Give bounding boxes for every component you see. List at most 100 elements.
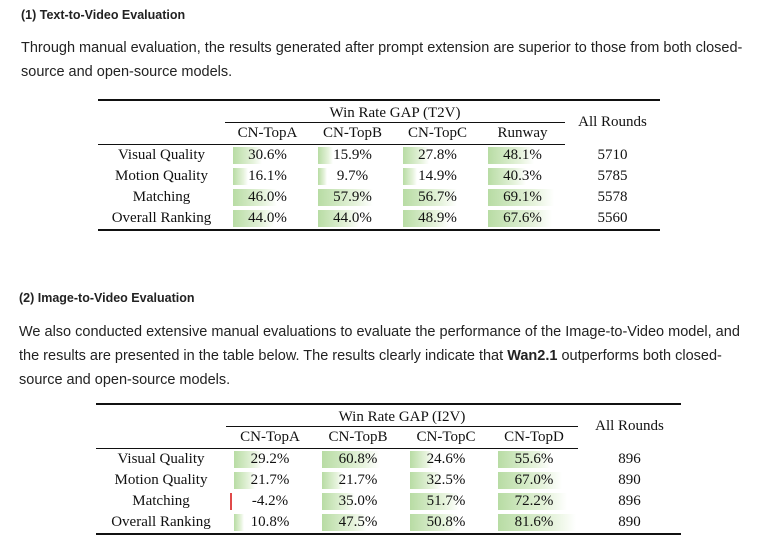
column-header: CN-TopB xyxy=(314,426,402,449)
win-rate-bar xyxy=(322,514,367,531)
row-label: Matching xyxy=(132,493,190,509)
win-rate-value: 27.8% xyxy=(418,147,457,163)
win-rate-value: 21.7% xyxy=(250,472,290,488)
win-rate-value: 57.9% xyxy=(333,189,372,205)
win-rate-bar xyxy=(498,472,562,489)
win-rate-group-header: Win Rate GAP (T2V) xyxy=(225,99,565,123)
t2v-results-table: Win Rate GAP (T2V) All Rounds CN-TopA CN… xyxy=(98,99,660,231)
table-row: Visual Quality 29.2% 60.8% 24.6% 55.6% 8… xyxy=(96,449,681,471)
win-rate-value: 56.7% xyxy=(418,189,457,205)
section2-heading: (2) Image-to-Video Evaluation xyxy=(19,291,195,305)
win-rate-bar xyxy=(322,472,343,489)
win-rate-value: 21.7% xyxy=(338,472,378,488)
win-rate-bar xyxy=(322,451,380,468)
column-header: CN-TopC xyxy=(402,426,490,449)
win-rate-bar xyxy=(230,493,232,510)
win-rate-value: 46.0% xyxy=(248,189,287,205)
win-rate-bar xyxy=(318,168,327,185)
win-rate-value: 35.0% xyxy=(338,493,378,509)
row-label: Visual Quality xyxy=(117,147,205,163)
win-rate-value: 32.5% xyxy=(426,472,466,488)
win-rate-cell: 69.1% xyxy=(480,187,565,208)
win-rate-cell: 47.5% xyxy=(314,512,402,535)
win-rate-value: 40.3% xyxy=(503,168,542,184)
win-rate-bar xyxy=(410,451,433,468)
model-name-highlight: Wan2.1 xyxy=(507,348,558,364)
win-rate-value: 47.5% xyxy=(338,514,378,530)
win-rate-value: 44.0% xyxy=(248,210,287,226)
win-rate-value: 67.6% xyxy=(503,210,542,226)
win-rate-bar xyxy=(234,514,244,531)
all-rounds-value: 890 xyxy=(578,512,681,535)
win-rate-value: 14.9% xyxy=(418,168,457,184)
win-rate-cell: 10.8% xyxy=(226,512,314,535)
win-rate-bar xyxy=(498,514,576,531)
row-label: Motion Quality xyxy=(115,168,208,184)
win-rate-cell: 27.8% xyxy=(395,145,480,167)
win-rate-bar xyxy=(233,189,277,206)
win-rate-value: 51.7% xyxy=(426,493,466,509)
win-rate-bar xyxy=(488,189,554,206)
table-row: Visual Quality 30.6% 15.9% 27.8% 48.1% 5… xyxy=(98,145,660,167)
section1-heading: (1) Text-to-Video Evaluation xyxy=(21,8,186,22)
row-label: Motion Quality xyxy=(114,472,208,488)
table-row: Motion Quality 21.7% 21.7% 32.5% 67.0% 8… xyxy=(96,470,681,491)
win-rate-bar xyxy=(488,210,552,227)
win-rate-value: 24.6% xyxy=(426,451,466,467)
win-rate-cell: 24.6% xyxy=(402,449,490,471)
win-rate-cell: 72.2% xyxy=(490,491,578,512)
row-label: Matching xyxy=(132,189,191,205)
table-row: Matching -4.2% 35.0% 51.7% 72.2% 896 xyxy=(96,491,681,512)
win-rate-cell: 21.7% xyxy=(226,470,314,491)
win-rate-value: 9.7% xyxy=(336,168,369,184)
corner-cell xyxy=(96,403,226,427)
win-rate-value: 10.8% xyxy=(250,514,290,530)
win-rate-cell: 44.0% xyxy=(310,208,395,231)
win-rate-bar xyxy=(233,168,248,185)
win-rate-bar xyxy=(318,189,373,206)
all-rounds-value: 5710 xyxy=(597,146,628,163)
win-rate-bar xyxy=(403,168,417,185)
all-rounds-value: 5785 xyxy=(597,168,628,184)
win-rate-group-header: Win Rate GAP (I2V) xyxy=(226,403,578,427)
column-header: CN-TopA xyxy=(226,426,314,449)
win-rate-value: 72.2% xyxy=(514,493,554,509)
all-rounds-header: All Rounds xyxy=(565,99,660,145)
win-rate-bar xyxy=(318,210,360,227)
win-rate-bar xyxy=(498,493,567,510)
row-label-header xyxy=(98,122,225,145)
all-rounds-value: 5560 xyxy=(565,208,660,231)
table-row: Motion Quality 16.1% 9.7% 14.9% 40.3% 57… xyxy=(98,166,660,187)
table-row: Overall Ranking 44.0% 44.0% 48.9% 67.6% … xyxy=(98,208,660,231)
section2-paragraph: We also conducted extensive manual evalu… xyxy=(19,320,749,392)
win-rate-cell: 48.9% xyxy=(395,208,480,231)
i2v-results-table: Win Rate GAP (I2V) All Rounds CN-TopA CN… xyxy=(96,403,681,535)
win-rate-bar xyxy=(410,472,441,489)
all-rounds-header: All Rounds xyxy=(578,403,681,449)
win-rate-cell: 21.7% xyxy=(314,470,402,491)
win-rate-value: 48.1% xyxy=(503,147,542,163)
win-rate-bar xyxy=(322,493,355,510)
column-header: Runway xyxy=(480,122,565,145)
win-rate-value: 60.8% xyxy=(338,451,378,467)
all-rounds-value: 896 xyxy=(618,450,641,467)
all-rounds-value: 890 xyxy=(618,472,641,488)
section2-paragraph-text: We also conducted extensive manual evalu… xyxy=(19,324,740,364)
win-rate-bar xyxy=(410,514,458,531)
win-rate-cell: -4.2% xyxy=(226,491,314,512)
win-rate-bar xyxy=(318,147,333,164)
win-rate-bar xyxy=(488,168,526,185)
win-rate-value: 81.6% xyxy=(514,514,554,530)
column-header: CN-TopB xyxy=(310,122,395,145)
win-rate-cell: 67.0% xyxy=(490,470,578,491)
win-rate-value: 69.1% xyxy=(503,189,542,205)
column-header: CN-TopD xyxy=(490,426,578,449)
win-rate-cell: 46.0% xyxy=(225,187,310,208)
win-rate-cell: 48.1% xyxy=(480,145,565,167)
win-rate-bar xyxy=(234,451,262,468)
all-rounds-value: 5578 xyxy=(597,189,628,205)
win-rate-bar xyxy=(234,472,255,489)
win-rate-value: 15.9% xyxy=(333,147,372,163)
table-row: Matching 46.0% 57.9% 56.7% 69.1% 5578 xyxy=(98,187,660,208)
row-label-header xyxy=(96,426,226,449)
